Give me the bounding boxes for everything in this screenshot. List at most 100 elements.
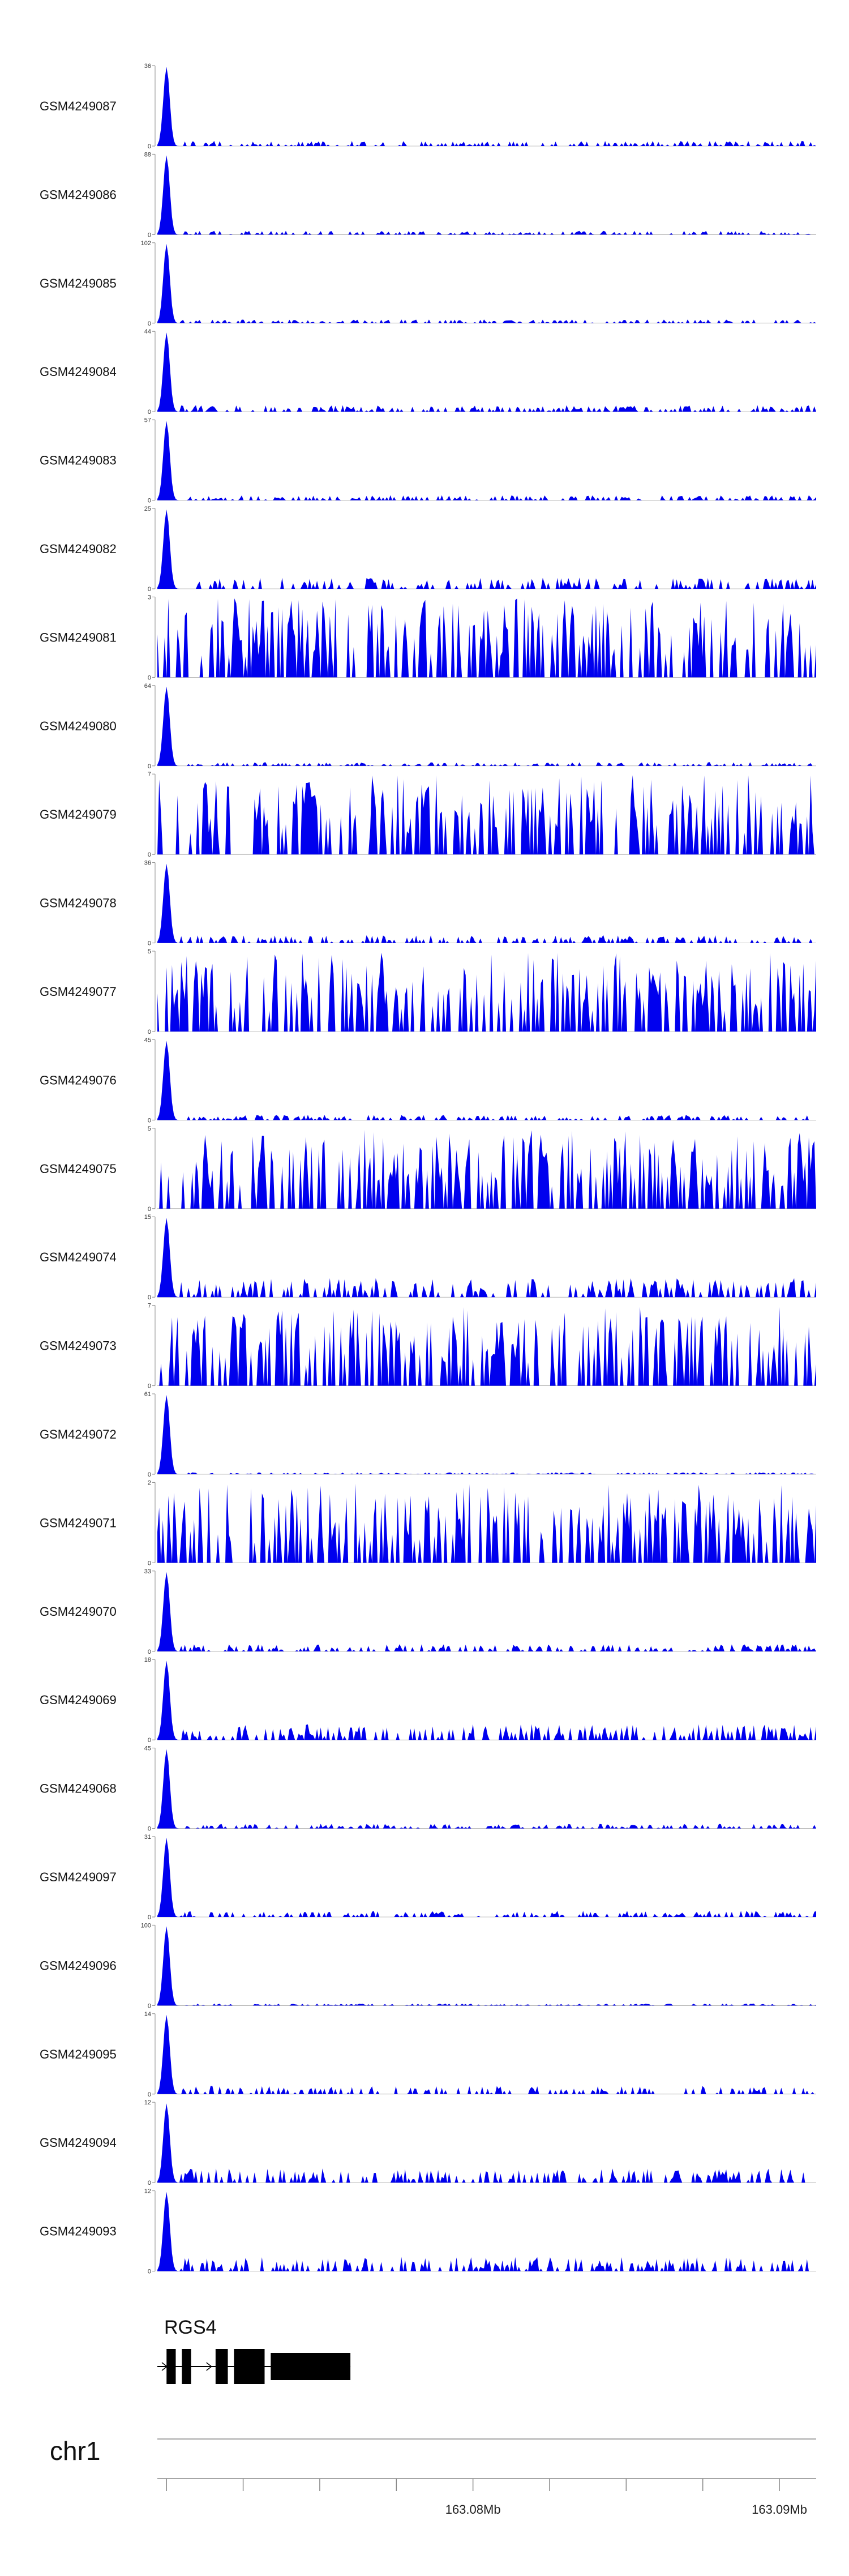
coverage-area: [157, 2014, 816, 2094]
coverage-area: [157, 1218, 816, 1298]
coverage-area: [157, 1838, 816, 1917]
track-label: GSM4249085: [40, 276, 117, 290]
y-zero-label: 0: [148, 320, 151, 327]
track-label: GSM4249074: [40, 1250, 117, 1264]
y-max-label: 14: [144, 2011, 151, 2018]
chromosome-label: chr1: [50, 2436, 100, 2466]
y-max-label: 44: [144, 328, 151, 335]
y-max-label: 12: [144, 2099, 151, 2106]
y-zero-label: 0: [148, 1383, 151, 1390]
y-max-label: 36: [144, 63, 151, 70]
coverage-area: [157, 1926, 816, 2006]
track-label: GSM4249082: [40, 542, 117, 556]
y-max-label: 7: [148, 1303, 151, 1310]
track-GSM4249084: GSM4249084 44 0: [40, 328, 816, 416]
gene-exon: [182, 2349, 191, 2384]
track-label: GSM4249076: [40, 1073, 117, 1087]
gene-exon: [166, 2349, 176, 2384]
track-label: GSM4249068: [40, 1782, 117, 1796]
track-label: GSM4249075: [40, 1162, 117, 1176]
y-max-label: 7: [148, 771, 151, 778]
y-zero-label: 0: [148, 409, 151, 416]
y-max-label: 45: [144, 1037, 151, 1043]
y-zero-label: 0: [148, 1471, 151, 1478]
coverage-area: [157, 1395, 816, 1474]
coverage-area: [157, 686, 816, 766]
track-GSM4249075: GSM4249075 5 0: [40, 1126, 816, 1213]
track-GSM4249078: GSM4249078 36 0: [40, 860, 816, 947]
track-GSM4249070: GSM4249070 33 0: [40, 1568, 816, 1655]
ruler-tick-label: 163.08Mb: [445, 2502, 501, 2517]
track-label: GSM4249079: [40, 807, 117, 821]
y-zero-label: 0: [148, 2269, 151, 2275]
y-zero-label: 0: [148, 763, 151, 770]
track-GSM4249095: GSM4249095 14 0: [40, 2011, 816, 2098]
y-zero-label: 0: [148, 143, 151, 150]
y-zero-label: 0: [148, 1560, 151, 1567]
track-label: GSM4249078: [40, 896, 117, 910]
y-max-label: 12: [144, 2188, 151, 2195]
track-GSM4249082: GSM4249082 25 0: [40, 506, 816, 593]
track-GSM4249074: GSM4249074 15 0: [40, 1214, 816, 1301]
coverage-area: [157, 2103, 816, 2183]
gene-exon: [234, 2349, 265, 2384]
y-max-label: 88: [144, 151, 151, 158]
track-label: GSM4249073: [40, 1339, 117, 1353]
track-label: GSM4249080: [40, 719, 117, 733]
track-GSM4249093: GSM4249093 12 0: [40, 2188, 816, 2275]
y-max-label: 5: [148, 1126, 151, 1132]
y-zero-label: 0: [148, 851, 151, 858]
tracks-layer: GSM4249087360GSM4249086880GSM42490851020…: [40, 63, 816, 2275]
track-GSM4249079: GSM4249079 7 0: [40, 771, 816, 858]
coverage-area: [157, 510, 816, 589]
track-label: GSM4249086: [40, 187, 117, 202]
y-zero-label: 0: [148, 1914, 151, 1921]
y-max-label: 36: [144, 860, 151, 867]
y-max-label: 3: [148, 594, 151, 601]
strand-arrow: [206, 2362, 212, 2371]
coverage-area: [157, 332, 816, 412]
y-max-label: 5: [148, 948, 151, 955]
track-label: GSM4249095: [40, 2047, 117, 2061]
track-GSM4249096: GSM4249096 100 0: [40, 1922, 816, 2009]
y-max-label: 45: [144, 1745, 151, 1752]
gene-track: RGS4: [157, 2317, 351, 2384]
track-GSM4249097: GSM4249097 31 0: [40, 1834, 816, 1921]
track-label: GSM4249083: [40, 453, 117, 468]
y-zero-label: 0: [148, 2180, 151, 2186]
track-GSM4249076: GSM4249076 45 0: [40, 1037, 816, 1124]
track-label: GSM4249070: [40, 1604, 117, 1619]
y-max-label: 2: [148, 1479, 151, 1486]
y-max-label: 61: [144, 1391, 151, 1398]
track-GSM4249080: GSM4249080 64 0: [40, 683, 816, 770]
coverage-area: [157, 775, 816, 855]
y-zero-label: 0: [148, 674, 151, 681]
track-label: GSM4249084: [40, 365, 117, 379]
track-GSM4249073: GSM4249073 7 0: [40, 1303, 816, 1390]
gene-exon: [271, 2353, 351, 2380]
gene-exon: [215, 2349, 228, 2384]
track-label: GSM4249081: [40, 630, 117, 644]
track-label: GSM4249093: [40, 2224, 117, 2239]
track-GSM4249085: GSM4249085 102 0: [40, 240, 816, 327]
y-zero-label: 0: [148, 2002, 151, 2009]
track-GSM4249077: GSM4249077 5 0: [40, 948, 816, 1035]
y-max-label: 64: [144, 683, 151, 690]
y-max-label: 100: [141, 1922, 151, 1929]
genome-axis: chr1 163.08Mb 163.09Mb: [50, 2436, 816, 2517]
y-max-label: 15: [144, 1214, 151, 1221]
track-label: GSM4249096: [40, 1958, 117, 1972]
track-GSM4249081: GSM4249081 3 0: [40, 594, 816, 681]
coverage-area: [157, 243, 816, 323]
track-GSM4249072: GSM4249072 61 0: [40, 1391, 816, 1478]
track-label: GSM4249077: [40, 985, 117, 999]
gene-name: RGS4: [164, 2317, 217, 2338]
y-zero-label: 0: [148, 1029, 151, 1035]
y-max-label: 57: [144, 417, 151, 424]
coverage-area: [157, 2192, 816, 2271]
track-GSM4249094: GSM4249094 12 0: [40, 2099, 816, 2186]
y-max-label: 102: [141, 240, 151, 247]
y-max-label: 25: [144, 506, 151, 512]
y-zero-label: 0: [148, 1206, 151, 1213]
